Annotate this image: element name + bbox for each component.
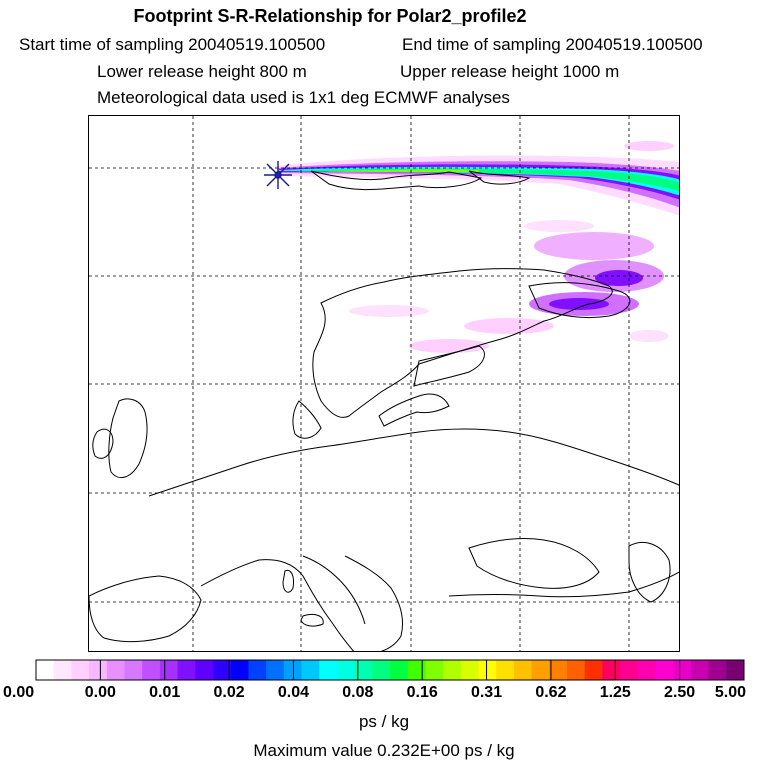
colorbar bbox=[35, 659, 745, 681]
coast-scandinavia bbox=[312, 268, 613, 418]
plume-patch-1 bbox=[464, 318, 554, 334]
colorbar-swatch bbox=[36, 660, 55, 680]
plume-patch-6 bbox=[629, 330, 669, 342]
colorbar-swatch bbox=[53, 660, 72, 680]
coast-france-italy bbox=[200, 559, 354, 651]
star-marker bbox=[264, 161, 292, 189]
plume-green bbox=[299, 168, 679, 192]
colorbar-swatch bbox=[602, 660, 621, 680]
colorbar-swatch bbox=[726, 660, 745, 680]
colorbar-swatch bbox=[142, 660, 161, 680]
coast-arctic-islands bbox=[310, 170, 483, 191]
colorbar-swatch bbox=[407, 660, 426, 680]
colorbar-swatch bbox=[159, 660, 179, 680]
coast-balkans-greece bbox=[344, 555, 404, 651]
colorbar-tick-label: 0.31 bbox=[470, 684, 503, 701]
colorbar-tick-label: 5.00 bbox=[714, 684, 746, 701]
colorbar-tick-label: 0.08 bbox=[342, 684, 374, 701]
graticule bbox=[89, 116, 679, 651]
end-time-label: End time of sampling 20040519.100500 bbox=[402, 35, 703, 54]
coast-ireland bbox=[92, 428, 114, 459]
footprint-shading bbox=[275, 141, 679, 353]
plume-blob-north bbox=[534, 232, 654, 260]
max-value-label: Maximum value 0.232E+00 ps / kg bbox=[253, 741, 515, 760]
plume-yellowgreen bbox=[329, 169, 479, 172]
footprint-map bbox=[88, 115, 680, 652]
colorbar-swatch bbox=[213, 660, 232, 680]
coastlines bbox=[89, 170, 679, 651]
plume-blob-violet bbox=[595, 270, 643, 286]
colorbar-tick-label: 0.00 bbox=[84, 684, 116, 701]
colorbar-swatch bbox=[283, 660, 302, 680]
coast-sicily bbox=[300, 613, 324, 627]
colorbar-tick-label: 0.02 bbox=[213, 684, 245, 701]
colorbar-swatch bbox=[266, 660, 285, 680]
colorbar-tick-label: 0.00 bbox=[3, 684, 35, 701]
colorbar-tick-label: 0.01 bbox=[149, 684, 181, 701]
colorbar-border bbox=[35, 659, 745, 681]
plume-patch-2 bbox=[409, 339, 489, 353]
plot-title: Footprint S-R-Relationship for Polar2_pr… bbox=[133, 6, 527, 26]
plume-blob-south-core bbox=[549, 298, 609, 310]
plume-patch-3 bbox=[349, 305, 429, 317]
colorbar-swatch bbox=[549, 660, 568, 680]
colorbar-tick-label: 0.62 bbox=[535, 684, 567, 701]
colorbar-swatch bbox=[478, 660, 497, 680]
colorbar-swatch bbox=[567, 660, 586, 680]
colorbar-swatch bbox=[124, 660, 143, 680]
coast-sardinia-corsica bbox=[282, 569, 294, 593]
colorbar-swatch bbox=[531, 660, 550, 680]
colorbar-swatch bbox=[690, 660, 710, 680]
colorbar-swatch bbox=[106, 660, 125, 680]
colorbar-swatch bbox=[708, 660, 727, 680]
coast-adriatic bbox=[302, 555, 366, 625]
met-data-label: Meteorological data used is 1x1 deg ECMW… bbox=[97, 88, 510, 107]
colorbar-swatch bbox=[620, 660, 639, 680]
colorbar-swatch bbox=[372, 660, 391, 680]
colorbar-swatch bbox=[248, 660, 267, 680]
coast-turkey bbox=[448, 571, 679, 598]
coast-svalbard-nz bbox=[468, 170, 531, 185]
coast-iberia bbox=[89, 575, 202, 643]
map-canvas bbox=[89, 116, 679, 651]
colorbar-swatch bbox=[584, 660, 603, 680]
colorbar-swatch bbox=[336, 660, 356, 680]
colorbar-swatch bbox=[195, 660, 214, 680]
colorbar-swatch bbox=[319, 660, 338, 680]
units-label: ps / kg bbox=[358, 712, 410, 731]
colorbar-swatch bbox=[513, 660, 533, 680]
coast-gulf-finland bbox=[413, 345, 485, 387]
colorbar-swatch bbox=[655, 660, 674, 680]
colorbar-swatch bbox=[177, 660, 196, 680]
colorbar-swatch bbox=[496, 660, 515, 680]
colorbar-tick-label: 0.16 bbox=[406, 684, 438, 701]
colorbar-swatch bbox=[425, 660, 444, 680]
colorbar-swatch bbox=[460, 660, 479, 680]
start-time-label: Start time of sampling 20040519.100500 bbox=[19, 35, 326, 54]
coast-uk-ireland bbox=[108, 398, 148, 479]
lower-height-label: Lower release height 800 m bbox=[97, 62, 307, 81]
colorbar-tick-label: 0.04 bbox=[277, 684, 310, 701]
colorbar-swatch bbox=[354, 660, 373, 680]
colorbar-tick-label: 1.25 bbox=[599, 684, 631, 701]
plume-patch-5 bbox=[524, 220, 594, 232]
colorbar-swatch bbox=[71, 660, 90, 680]
colorbar-swatch bbox=[637, 660, 656, 680]
colorbar-swatch bbox=[443, 660, 462, 680]
coast-caspian bbox=[628, 542, 671, 603]
colorbar-swatch bbox=[89, 660, 108, 680]
coast-black-sea bbox=[468, 537, 600, 589]
coast-continent-north bbox=[148, 428, 679, 497]
colorbar-swatch bbox=[230, 660, 249, 680]
colorbar-swatch bbox=[390, 660, 409, 680]
coast-denmark bbox=[292, 400, 322, 439]
plume-patch-4 bbox=[624, 141, 674, 151]
upper-height-label: Upper release height 1000 m bbox=[400, 62, 620, 81]
colorbar-tick-label: 2.50 bbox=[664, 684, 696, 701]
colorbar-swatch bbox=[673, 660, 692, 680]
coast-baltic bbox=[378, 393, 450, 427]
colorbar-swatch bbox=[301, 660, 320, 680]
